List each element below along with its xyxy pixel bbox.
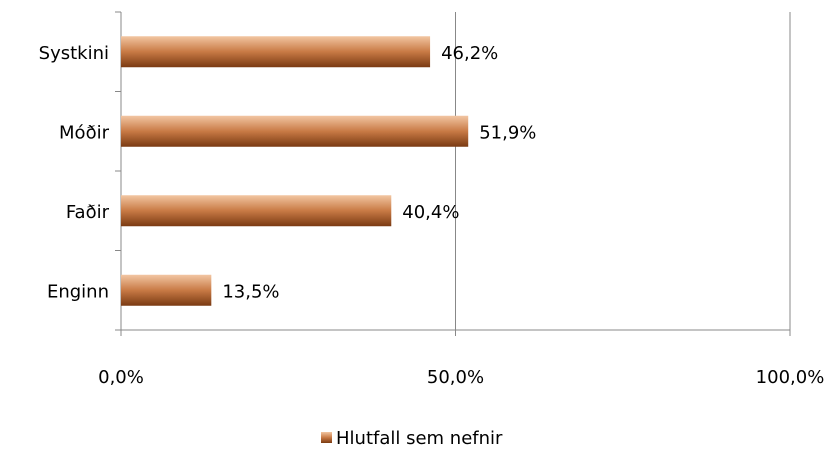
bar xyxy=(121,36,431,68)
legend-label: Hlutfall sem nefnir xyxy=(336,428,503,449)
y-tick-label: Systkini xyxy=(39,43,109,64)
y-tick-label: Móðir xyxy=(59,122,110,143)
x-tick-label: 0,0% xyxy=(98,367,144,388)
data-label: 51,9% xyxy=(479,122,536,143)
x-tick-label: 100,0% xyxy=(756,367,825,388)
y-tick-label: Faðir xyxy=(66,202,110,223)
bar xyxy=(121,115,469,147)
bar xyxy=(121,274,212,306)
bar xyxy=(121,195,392,227)
legend-swatch xyxy=(321,432,332,443)
data-label: 46,2% xyxy=(441,43,498,64)
x-tick-label: 50,0% xyxy=(427,367,484,388)
data-label: 40,4% xyxy=(402,202,459,223)
data-label: 13,5% xyxy=(222,281,279,302)
y-tick-label: Enginn xyxy=(47,281,109,302)
